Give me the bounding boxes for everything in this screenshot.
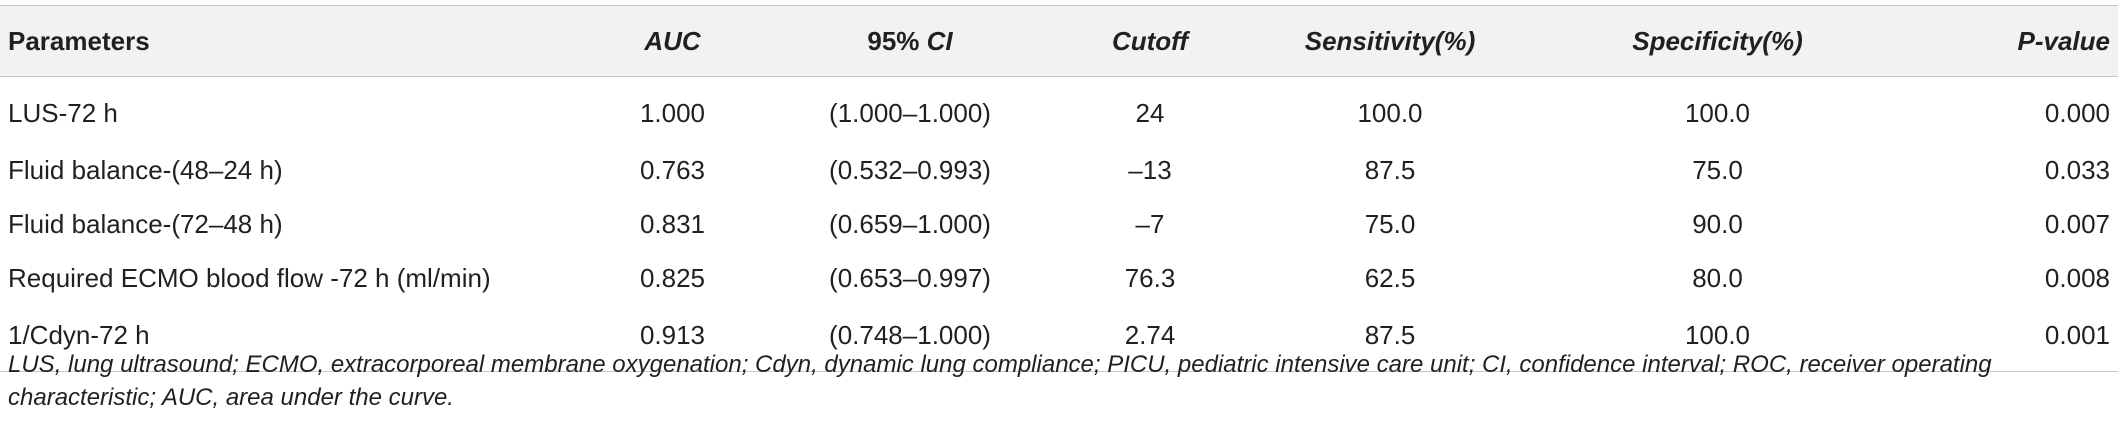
cell-specificity: 100.0 <box>1684 97 1751 128</box>
header-auc: AUC <box>600 5 745 77</box>
table-row: Fluid balance-(48–24 h) 0.763 (0.532–0.9… <box>0 143 2118 197</box>
header-specificity: Specificity(%) <box>1555 5 1880 77</box>
cell-auc: 1.000 <box>639 97 706 128</box>
header-p-value: P-value <box>1880 5 2118 77</box>
cell-parameter: Fluid balance-(48–24 h) <box>8 154 283 185</box>
cell-parameter: Required ECMO blood flow -72 h (ml/min) <box>8 262 491 293</box>
table-row: Fluid balance-(72–48 h) 0.831 (0.659–1.0… <box>0 197 2118 251</box>
cell-sensitivity: 87.5 <box>1364 154 1416 185</box>
cell-parameter: LUS-72 h <box>8 97 118 128</box>
cell-sensitivity: 62.5 <box>1364 262 1416 293</box>
cell-cutoff: 24 <box>1135 97 1165 128</box>
table-row: Required ECMO blood flow -72 h (ml/min) … <box>0 251 2118 305</box>
cell-ci: (0.653–0.997) <box>829 262 991 293</box>
cell-parameter: 1/Cdyn-72 h <box>0 305 600 372</box>
results-table: Parameters AUC 95% CI Cutoff Sensitivity… <box>0 5 2118 372</box>
table-footnote: LUS, lung ultrasound; ECMO, extracorpore… <box>8 351 1992 411</box>
header-parameters: Parameters <box>0 5 600 77</box>
cell-p-value: 0.008 <box>2044 262 2110 293</box>
cell-p-value: 0.007 <box>2044 208 2110 239</box>
header-ci-prefix: 95% <box>867 25 927 56</box>
header-ci: 95% CI <box>745 5 1075 77</box>
cell-ci: (0.659–1.000) <box>829 208 991 239</box>
cell-cutoff: –7 <box>1135 208 1165 239</box>
table-row: 1/Cdyn-72 h 0.913 (0.748–1.000) 2.74 87.… <box>0 305 2118 372</box>
cell-p-value: 0.001 <box>1880 305 2118 372</box>
cell-cutoff: 76.3 <box>1124 262 1176 293</box>
cell-ci: (1.000–1.000) <box>829 97 991 128</box>
cell-auc: 0.913 <box>600 305 745 372</box>
cell-specificity: 75.0 <box>1692 154 1743 185</box>
cell-ci: (0.748–1.000) <box>745 305 1075 372</box>
cell-specificity: 100.0 <box>1555 305 1880 372</box>
cell-specificity: 80.0 <box>1692 262 1743 293</box>
cell-sensitivity: 100.0 <box>1357 97 1423 128</box>
cell-specificity: 90.0 <box>1692 208 1743 239</box>
cell-sensitivity: 75.0 <box>1364 208 1416 239</box>
cell-cutoff: –13 <box>1128 154 1172 185</box>
cell-auc: 0.825 <box>639 262 706 293</box>
cell-auc: 0.763 <box>639 154 706 185</box>
header-cutoff: Cutoff <box>1075 5 1225 77</box>
cell-ci: (0.532–0.993) <box>829 154 991 185</box>
cell-parameter: Fluid balance-(72–48 h) <box>8 208 283 239</box>
cell-p-value: 0.000 <box>2044 97 2110 128</box>
table-row: LUS-72 h 1.000 (1.000–1.000) 24 100.0 10… <box>0 77 2118 144</box>
cell-p-value: 0.033 <box>2044 154 2110 185</box>
cell-cutoff: 2.74 <box>1075 305 1225 372</box>
header-ci-suffix: CI <box>926 25 953 56</box>
cell-sensitivity: 87.5 <box>1225 305 1555 372</box>
header-sensitivity: Sensitivity(%) <box>1225 5 1555 77</box>
cell-auc: 0.831 <box>639 208 706 239</box>
header-row: Parameters AUC 95% CI Cutoff Sensitivity… <box>0 5 2118 77</box>
